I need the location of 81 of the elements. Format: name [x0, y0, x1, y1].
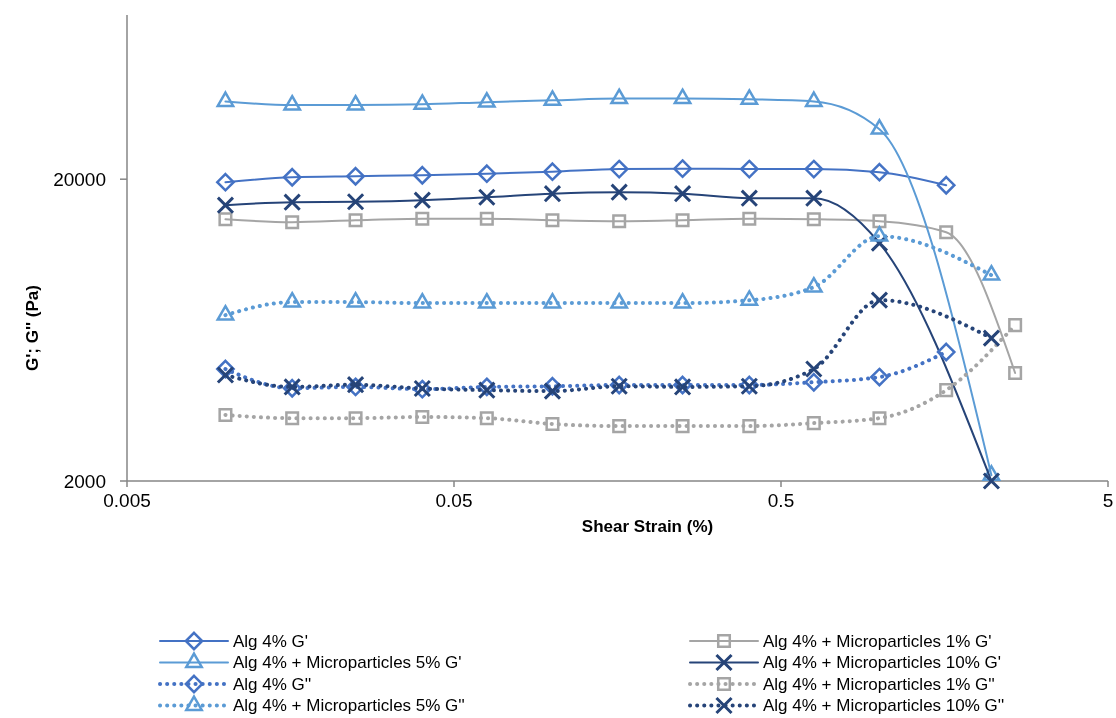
point — [282, 167, 302, 187]
point — [673, 184, 692, 203]
point — [413, 191, 432, 210]
point — [870, 162, 889, 182]
point — [413, 94, 432, 111]
point — [740, 189, 759, 208]
point — [348, 411, 363, 426]
x-tick-label: 0.05 — [435, 490, 473, 511]
point — [872, 411, 887, 426]
point — [543, 184, 562, 203]
point — [346, 192, 365, 211]
point — [348, 213, 363, 228]
point — [675, 419, 690, 434]
point — [412, 165, 432, 185]
x-tick-label: 5 — [1102, 490, 1114, 511]
point — [872, 214, 887, 229]
point — [346, 166, 365, 186]
point — [739, 159, 759, 179]
point — [543, 162, 562, 182]
x-tick-label: 0.005 — [103, 490, 151, 511]
point — [543, 382, 562, 401]
point — [283, 193, 302, 212]
point — [477, 92, 496, 108]
point — [740, 89, 759, 105]
legend-label: Alg 4% + Microparticles 1% G'' — [763, 674, 995, 694]
point — [870, 291, 889, 310]
point — [675, 213, 690, 228]
point — [804, 372, 824, 392]
point — [939, 225, 954, 240]
point — [610, 183, 629, 202]
legend-label: Alg 4% + Microparticles 5% G'' — [233, 696, 465, 715]
legend-label: Alg 4% + Microparticles 10% G'' — [763, 696, 1005, 715]
legend-label: Alg 4% + Microparticles 10% G' — [763, 653, 1002, 672]
point — [479, 411, 494, 426]
point — [804, 359, 823, 379]
point — [479, 211, 494, 226]
point — [216, 91, 235, 108]
point — [216, 172, 235, 192]
legend-label: Alg 4% + Microparticles 5% G' — [233, 653, 462, 672]
point — [285, 411, 300, 426]
point — [545, 213, 560, 228]
y-axis-title: G'; G'' (Pa) — [23, 285, 42, 371]
point — [477, 164, 497, 184]
legend-label: Alg 4% G'' — [233, 674, 312, 694]
legend-label: Alg 4% + Microparticles 1% G' — [763, 631, 992, 651]
x-tick-label: 0.5 — [767, 490, 795, 511]
point — [216, 196, 235, 215]
point — [936, 175, 956, 195]
x-axis-title: Shear Strain (%) — [581, 517, 714, 536]
point — [283, 94, 302, 111]
point — [612, 214, 627, 229]
point — [545, 416, 560, 432]
point — [415, 409, 430, 424]
point — [612, 419, 627, 434]
legend-label: Alg 4% G' — [233, 631, 309, 651]
point — [218, 407, 233, 422]
point — [742, 419, 757, 434]
point — [346, 94, 365, 111]
point — [609, 159, 629, 179]
point — [673, 88, 692, 105]
point — [936, 342, 956, 362]
point — [870, 119, 889, 135]
point — [806, 212, 821, 227]
point — [285, 215, 300, 230]
point — [804, 159, 824, 179]
point — [742, 211, 757, 226]
point — [870, 367, 889, 387]
point — [610, 88, 629, 105]
point — [477, 188, 496, 207]
point — [543, 90, 562, 107]
point — [216, 365, 235, 385]
point — [415, 211, 430, 226]
point — [870, 226, 889, 242]
point — [218, 212, 233, 227]
point — [804, 189, 823, 208]
point — [804, 91, 823, 108]
y-tick-label: 20000 — [53, 168, 106, 190]
point — [939, 383, 954, 398]
point — [806, 416, 821, 431]
y-tick-label: 2000 — [63, 470, 106, 492]
point — [673, 159, 692, 179]
